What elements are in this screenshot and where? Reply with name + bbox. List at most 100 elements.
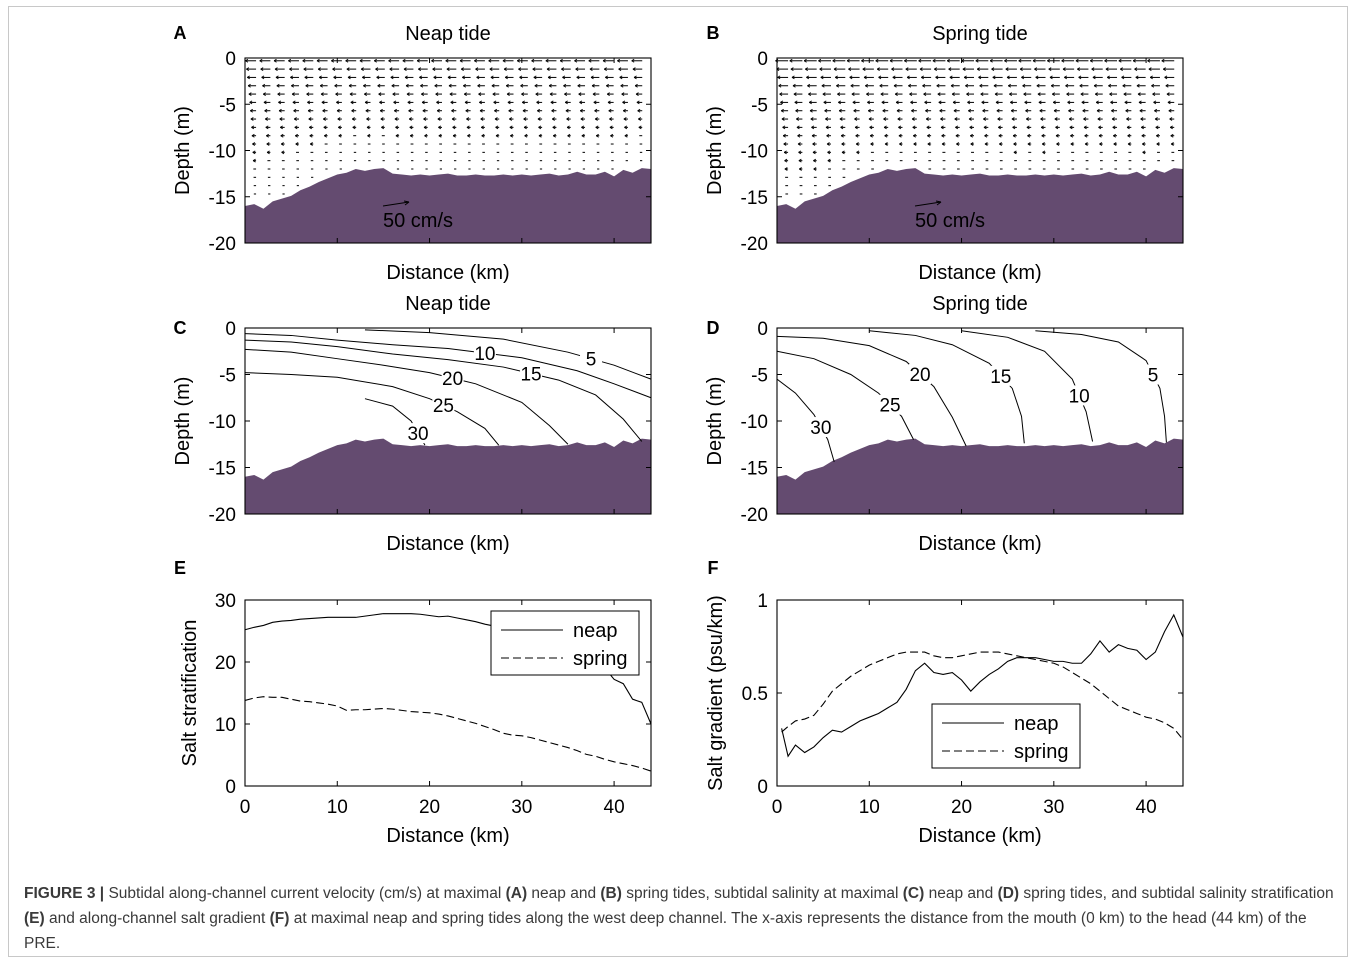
legend-label: spring [573, 648, 627, 670]
velocity-arrow-head [281, 150, 285, 155]
velocity-arrow-head [911, 117, 915, 121]
velocity-arrow-head [869, 133, 873, 138]
velocity-arrow-head [394, 108, 397, 113]
velocity-arrow-head [289, 67, 293, 71]
velocity-arrow-head [1026, 125, 1030, 130]
velocity-arrow-head [378, 92, 382, 96]
velocity-arrow-head [574, 58, 578, 63]
velocity-arrow-head [321, 100, 325, 105]
velocity-arrow-head [610, 133, 614, 138]
caption-part: neap and [924, 885, 998, 902]
velocity-arrow-head [1006, 75, 1010, 80]
velocity-arrow-head [388, 58, 392, 63]
velocity-arrow-head [491, 83, 495, 88]
velocity-arrow-head [507, 100, 511, 105]
y-tick-label: 0 [225, 49, 236, 70]
velocity-arrow-head [1042, 150, 1046, 155]
velocity-arrow-head [1075, 58, 1079, 63]
velocity-arrow-head [446, 67, 450, 71]
velocity-arrow-head [549, 92, 553, 96]
velocity-arrow-head [1011, 117, 1015, 121]
velocity-arrow-head [576, 75, 580, 80]
velocity-arrow-head [1098, 125, 1102, 130]
velocity-arrow-head [319, 83, 323, 88]
caption-ref: (A) [505, 885, 528, 902]
contour-label: 15 [520, 365, 541, 386]
velocity-arrow-head [309, 142, 313, 146]
velocity-arrow-head [963, 75, 967, 80]
velocity-arrow-head [826, 142, 830, 146]
velocity-arrow-head [308, 117, 312, 121]
scale-arrow [382, 201, 410, 207]
velocity-arrow-head [481, 125, 484, 130]
velocity-arrow-head [998, 133, 1002, 138]
contour-label: 25 [433, 396, 454, 417]
velocity-arrow-head [855, 133, 859, 138]
velocity-arrow-head [250, 108, 253, 113]
velocity-arrow-head [359, 58, 363, 63]
velocity-arrow-head [534, 83, 538, 88]
velocity-arrow-head [1049, 75, 1053, 80]
velocity-arrow-head [797, 133, 801, 138]
velocity-arrow-head [1080, 92, 1084, 96]
velocity-arrow-head [884, 142, 888, 146]
velocity-arrow-head [436, 100, 440, 105]
contour-label: 25 [879, 396, 900, 417]
velocity-arrow-head [537, 117, 541, 121]
velocity-arrow-head [465, 108, 469, 113]
velocity-arrow-head [1123, 92, 1127, 96]
velocity-arrow-head [1019, 67, 1023, 71]
velocity-arrow-head [464, 100, 468, 105]
y-tick-label: 0 [225, 319, 236, 340]
velocity-arrow-head [1118, 58, 1122, 63]
velocity-arrow-head [488, 58, 492, 63]
velocity-arrow-head [467, 133, 471, 138]
velocity-arrow-head [566, 117, 570, 121]
velocity-arrow-head [390, 75, 394, 80]
velocity-arrow-head [322, 108, 326, 113]
velocity-arrow-head [1039, 108, 1043, 113]
velocity-arrow-head [819, 67, 823, 71]
velocity-arrow-head [595, 125, 599, 130]
velocity-arrow-head [603, 67, 607, 71]
x-axis-label: Distance (km) [918, 825, 1041, 847]
velocity-arrow-head [1099, 142, 1103, 146]
contour-line [1035, 330, 1167, 443]
x-tick-label: 0 [772, 797, 783, 818]
velocity-arrow-head [589, 67, 593, 71]
velocity-arrow-head [1138, 100, 1142, 105]
velocity-arrow-head [564, 92, 568, 96]
velocity-arrow-head [813, 158, 817, 163]
velocity-arrow-head [609, 125, 613, 130]
velocity-arrow-head [898, 133, 902, 138]
velocity-arrow-head [880, 92, 884, 96]
contour-line [244, 333, 652, 399]
velocity-arrow-head [309, 125, 313, 130]
velocity-arrow-head [561, 67, 565, 71]
velocity-arrow-head [520, 83, 524, 88]
velocity-arrow-head [588, 58, 592, 63]
velocity-arrow-head [1167, 100, 1171, 105]
velocity-arrow-head [1023, 92, 1027, 96]
velocity-arrow-head [451, 117, 455, 121]
velocity-arrow-head [451, 108, 455, 113]
velocity-arrow-head [489, 67, 493, 71]
velocity-arrow-head [822, 92, 826, 96]
velocity-arrow-head [380, 117, 384, 121]
velocity-arrow-head [870, 142, 874, 146]
velocity-arrow-head [905, 67, 909, 71]
velocity-arrow-head [1027, 133, 1031, 138]
velocity-arrow-head [521, 100, 525, 105]
caption-part: Subtidal along-channel current velocity … [104, 885, 506, 902]
velocity-arrow-head [1161, 58, 1165, 63]
velocity-arrow-head [280, 133, 284, 138]
velocity-arrow-head [889, 58, 893, 63]
bathymetry-area [245, 168, 651, 243]
velocity-arrow-head [423, 117, 427, 121]
velocity-arrow-head [1119, 67, 1123, 71]
velocity-arrow-head [316, 58, 320, 63]
velocity-arrow-head [431, 58, 435, 63]
x-tick-label: 10 [859, 797, 880, 818]
velocity-arrow-head [248, 92, 252, 96]
velocity-arrow-head [334, 83, 338, 88]
